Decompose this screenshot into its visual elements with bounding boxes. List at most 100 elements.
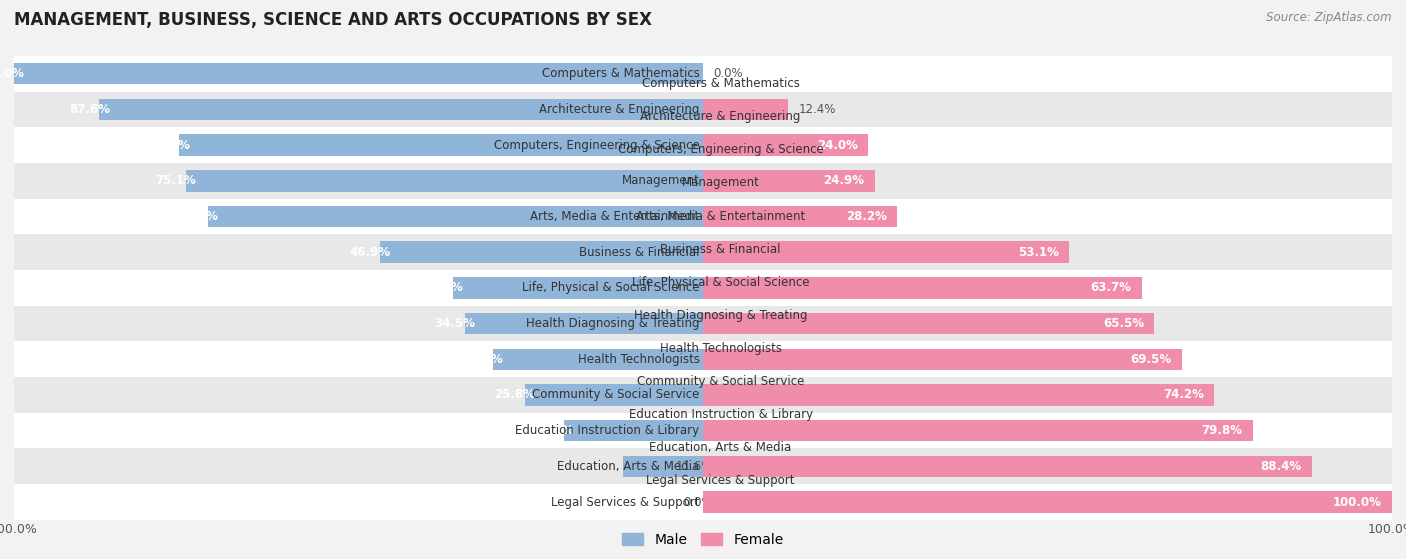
Bar xyxy=(14,163,1392,198)
Text: 63.7%: 63.7% xyxy=(1091,281,1132,295)
Text: Computers, Engineering & Science: Computers, Engineering & Science xyxy=(617,143,824,157)
Text: 79.8%: 79.8% xyxy=(1202,424,1243,437)
Text: MANAGEMENT, BUSINESS, SCIENCE AND ARTS OCCUPATIONS BY SEX: MANAGEMENT, BUSINESS, SCIENCE AND ARTS O… xyxy=(14,11,652,29)
Text: Life, Physical & Social Science: Life, Physical & Social Science xyxy=(522,281,700,295)
Bar xyxy=(703,241,1069,263)
Text: 100.0%: 100.0% xyxy=(1333,495,1382,509)
Text: 76.0%: 76.0% xyxy=(149,139,190,151)
Bar xyxy=(703,206,897,227)
Text: 30.5%: 30.5% xyxy=(463,353,503,366)
Text: Health Diagnosing & Treating: Health Diagnosing & Treating xyxy=(634,309,807,322)
Bar xyxy=(703,277,1142,299)
Bar xyxy=(14,484,1392,520)
Bar xyxy=(14,484,1392,520)
Bar xyxy=(14,306,1392,342)
Text: 12.4%: 12.4% xyxy=(799,103,837,116)
Bar xyxy=(14,92,1392,127)
Text: Arts, Media & Entertainment: Arts, Media & Entertainment xyxy=(530,210,700,223)
Bar xyxy=(14,127,1392,163)
Text: 46.9%: 46.9% xyxy=(349,246,391,259)
Bar xyxy=(14,306,1392,342)
Text: Community & Social Service: Community & Social Service xyxy=(533,389,700,401)
Text: Health Technologists: Health Technologists xyxy=(659,342,782,355)
Bar xyxy=(14,342,1392,377)
Bar xyxy=(14,234,1392,270)
Text: Architecture & Engineering: Architecture & Engineering xyxy=(538,103,700,116)
Text: Health Technologists: Health Technologists xyxy=(578,353,700,366)
Bar xyxy=(180,134,703,156)
Text: 0.0%: 0.0% xyxy=(713,67,742,80)
Bar xyxy=(14,56,1392,92)
Text: 20.2%: 20.2% xyxy=(533,424,574,437)
Text: 75.1%: 75.1% xyxy=(155,174,195,187)
Text: 36.3%: 36.3% xyxy=(422,281,463,295)
Text: Education, Arts & Media: Education, Arts & Media xyxy=(650,442,792,454)
Bar xyxy=(14,377,1392,413)
Bar xyxy=(623,456,703,477)
Text: 71.9%: 71.9% xyxy=(177,210,218,223)
Text: 25.8%: 25.8% xyxy=(495,389,536,401)
Text: Life, Physical & Social Science: Life, Physical & Social Science xyxy=(631,276,810,289)
Text: Education, Arts & Media: Education, Arts & Media xyxy=(557,460,700,473)
Bar xyxy=(208,206,703,227)
Bar xyxy=(14,198,1392,234)
Bar xyxy=(14,448,1392,484)
Bar xyxy=(14,234,1392,270)
Bar xyxy=(100,99,703,120)
Bar xyxy=(453,277,703,299)
Text: Computers & Mathematics: Computers & Mathematics xyxy=(641,77,800,90)
Bar xyxy=(703,170,875,192)
Bar xyxy=(14,342,1392,377)
Text: Computers & Mathematics: Computers & Mathematics xyxy=(541,67,700,80)
Text: Education Instruction & Library: Education Instruction & Library xyxy=(628,408,813,421)
Bar xyxy=(14,377,1392,413)
Bar xyxy=(380,241,703,263)
Text: Legal Services & Support: Legal Services & Support xyxy=(551,495,700,509)
Bar xyxy=(14,63,703,84)
Bar xyxy=(14,198,1392,234)
Text: Business & Financial: Business & Financial xyxy=(661,243,780,255)
Bar xyxy=(465,313,703,334)
Bar xyxy=(14,270,1392,306)
Bar xyxy=(14,448,1392,484)
Bar xyxy=(703,99,789,120)
Bar xyxy=(14,56,1392,92)
Bar xyxy=(14,270,1392,306)
Bar xyxy=(14,127,1392,163)
Text: Computers, Engineering & Science: Computers, Engineering & Science xyxy=(494,139,700,151)
Text: 87.6%: 87.6% xyxy=(69,103,110,116)
Bar xyxy=(14,413,1392,448)
Text: Education Instruction & Library: Education Instruction & Library xyxy=(516,424,700,437)
Text: Community & Social Service: Community & Social Service xyxy=(637,375,804,388)
Text: 53.1%: 53.1% xyxy=(1018,246,1059,259)
Text: Arts, Media & Entertainment: Arts, Media & Entertainment xyxy=(636,210,806,222)
Bar xyxy=(703,456,1312,477)
Bar xyxy=(703,313,1154,334)
Text: Business & Financial: Business & Financial xyxy=(579,246,700,259)
Bar xyxy=(703,491,1392,513)
Text: 69.5%: 69.5% xyxy=(1130,353,1171,366)
Bar xyxy=(526,384,703,406)
Text: 88.4%: 88.4% xyxy=(1261,460,1302,473)
Bar xyxy=(14,163,1392,198)
Text: Management: Management xyxy=(621,174,700,187)
Bar xyxy=(703,349,1182,370)
Text: 24.0%: 24.0% xyxy=(817,139,858,151)
Text: Architecture & Engineering: Architecture & Engineering xyxy=(640,110,801,123)
Text: 74.2%: 74.2% xyxy=(1163,389,1204,401)
Bar xyxy=(703,384,1215,406)
Legend: Male, Female: Male, Female xyxy=(617,527,789,552)
Text: 24.9%: 24.9% xyxy=(823,174,865,187)
Text: Legal Services & Support: Legal Services & Support xyxy=(647,475,794,487)
Bar xyxy=(14,92,1392,127)
Text: Source: ZipAtlas.com: Source: ZipAtlas.com xyxy=(1267,11,1392,24)
Bar xyxy=(703,420,1253,442)
Bar xyxy=(186,170,703,192)
Text: 100.0%: 100.0% xyxy=(0,67,24,80)
Text: Management: Management xyxy=(682,177,759,190)
Bar xyxy=(703,134,869,156)
Bar xyxy=(564,420,703,442)
Text: 65.5%: 65.5% xyxy=(1102,317,1144,330)
Text: Health Diagnosing & Treating: Health Diagnosing & Treating xyxy=(526,317,700,330)
Bar xyxy=(494,349,703,370)
